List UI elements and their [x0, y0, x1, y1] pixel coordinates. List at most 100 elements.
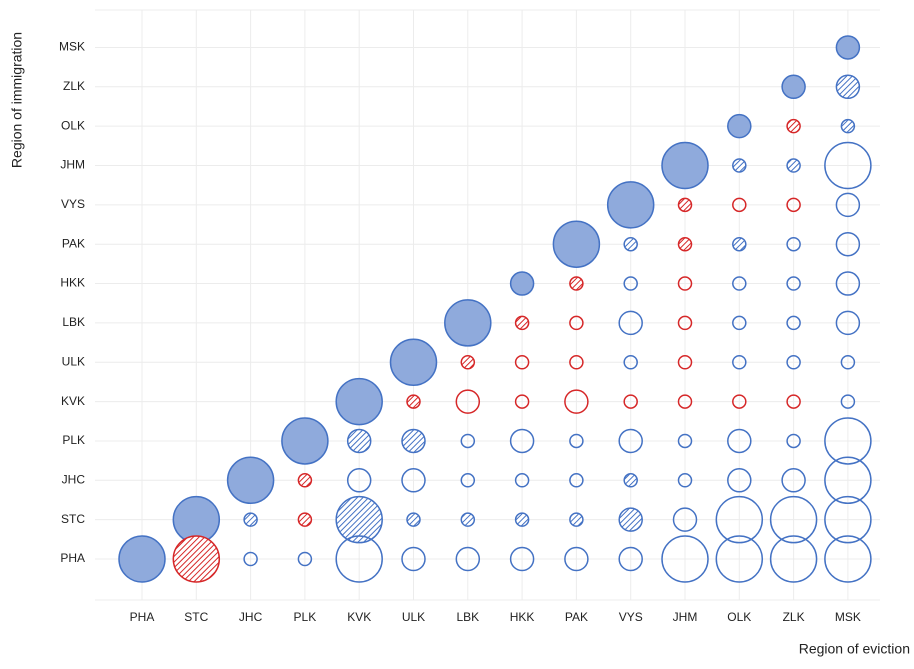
bubble — [623, 473, 638, 488]
x-tick-label: LBK — [456, 610, 479, 624]
y-tick-label: PHA — [60, 551, 85, 565]
bubble — [335, 535, 383, 583]
bubble — [569, 276, 584, 291]
bubble — [835, 310, 861, 336]
x-tick-label: VYS — [619, 610, 643, 624]
bubble — [243, 512, 258, 527]
bubble — [335, 377, 383, 426]
bubble — [623, 394, 638, 409]
bubble — [514, 512, 530, 527]
x-tick-label: PHA — [130, 610, 155, 624]
bubble — [727, 468, 752, 493]
bubble — [514, 473, 530, 488]
y-tick-label: STC — [61, 512, 85, 526]
bubble — [460, 512, 476, 527]
bubble — [835, 35, 861, 60]
bubble — [346, 428, 372, 454]
bubble — [732, 158, 747, 173]
x-tick-label: PAK — [565, 610, 588, 624]
y-tick-label: PLK — [62, 433, 85, 447]
bubble — [677, 433, 693, 449]
bubble — [564, 546, 589, 572]
bubble — [824, 141, 872, 190]
bubble — [455, 389, 481, 414]
bubble — [406, 512, 421, 527]
y-tick-label: PAK — [62, 236, 85, 250]
bubble — [824, 417, 872, 465]
bubble — [606, 181, 655, 229]
bubble — [514, 315, 530, 331]
bubble — [618, 428, 643, 454]
x-tick-label: ZLK — [783, 610, 805, 624]
bubble — [172, 535, 221, 583]
bubble — [786, 315, 801, 331]
bubble — [444, 299, 492, 347]
bubble — [569, 433, 584, 449]
bubble — [618, 546, 643, 572]
bubble — [732, 276, 747, 291]
bubble — [732, 197, 747, 213]
x-tick-label: OLK — [727, 610, 751, 624]
bubble — [281, 417, 329, 465]
bubble — [661, 535, 709, 583]
bubble — [661, 141, 709, 190]
x-axis-title: Region of eviction — [799, 641, 910, 657]
bubble — [623, 236, 638, 252]
x-tick-label: JHC — [239, 610, 263, 624]
bubble — [514, 394, 530, 409]
y-axis-title: Region of immigration — [9, 32, 25, 168]
bubble — [835, 192, 861, 218]
bubble — [564, 389, 589, 414]
bubble — [835, 271, 861, 296]
bubble — [455, 546, 481, 572]
bubble — [786, 394, 801, 409]
x-tick-label: KVK — [347, 610, 371, 624]
bubble — [840, 118, 856, 134]
bubble — [727, 428, 752, 454]
bubble — [118, 535, 166, 583]
y-tick-label: LBK — [62, 315, 85, 329]
bubbles — [118, 35, 872, 583]
x-tick-label: STC — [184, 610, 208, 624]
bubble — [677, 276, 693, 291]
x-tick-label: JHM — [673, 610, 698, 624]
y-tick-label: ULK — [62, 354, 85, 368]
bubble — [786, 355, 801, 370]
bubble — [769, 495, 818, 544]
bubble — [623, 276, 638, 291]
bubble — [569, 355, 584, 370]
bubble — [677, 394, 693, 409]
bubble — [509, 271, 535, 296]
bubble — [786, 433, 801, 449]
x-tick-label: PLK — [294, 610, 317, 624]
x-tick-label: ULK — [402, 610, 425, 624]
bubble — [781, 468, 806, 493]
bubble — [460, 433, 476, 449]
bubble — [623, 355, 638, 370]
bubble — [732, 315, 747, 331]
bubble — [677, 473, 693, 488]
y-tick-label: OLK — [61, 118, 85, 132]
bubble — [672, 507, 698, 532]
bubble — [732, 236, 747, 252]
bubble — [835, 231, 861, 257]
bubble — [460, 355, 476, 370]
bubble — [824, 535, 872, 583]
bubble — [569, 512, 584, 527]
bubble — [389, 338, 438, 386]
y-tick-label: VYS — [61, 197, 85, 211]
y-tick-label: MSK — [59, 40, 85, 54]
bubble — [226, 456, 275, 505]
y-tick-label: JHM — [60, 158, 85, 172]
bubble — [297, 512, 313, 527]
bubble — [401, 468, 426, 493]
bubble — [835, 74, 861, 100]
y-tick-label: ZLK — [63, 79, 85, 93]
bubble — [618, 507, 643, 532]
bubble — [677, 355, 693, 370]
bubble — [243, 551, 258, 567]
bubble — [786, 158, 801, 173]
bubble — [769, 535, 818, 583]
bubble — [677, 197, 693, 213]
bubble — [509, 428, 535, 454]
